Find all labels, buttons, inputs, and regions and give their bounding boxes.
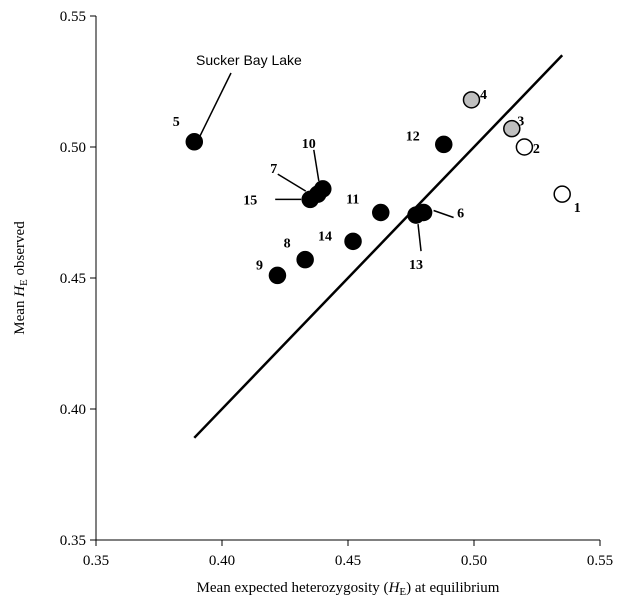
ticks: 0.35 0.40 0.45 0.50 0.55 0.35 0.40 0.45 0.50 0.55 — [60, 9, 613, 569]
data-point-4 — [462, 91, 481, 109]
data-point-1 — [553, 185, 571, 203]
x-tick-label: 0.50 — [461, 553, 487, 569]
point-label-3: 3 — [517, 115, 524, 130]
point-label-6: 6 — [457, 207, 464, 222]
x-tick-label: 0.55 — [587, 553, 613, 569]
point-label-14: 14 — [318, 229, 332, 244]
leader-line-10 — [313, 149, 320, 182]
point-label-4: 4 — [480, 88, 487, 103]
y-tick-label: 0.50 — [60, 140, 86, 156]
leader-line-7 — [277, 173, 307, 192]
x-tick-label: 0.45 — [335, 553, 361, 569]
point-label-15: 15 — [243, 193, 257, 208]
annotation-sucker-bay-lake: Sucker Bay Lake — [196, 52, 302, 68]
data-point-5 — [185, 133, 204, 151]
point-label-11: 11 — [346, 193, 359, 208]
data-point-9 — [268, 266, 287, 285]
x-tick-label: 0.40 — [209, 553, 235, 569]
y-tick-label: 0.35 — [60, 533, 86, 549]
data-point-2 — [515, 138, 534, 156]
annotation-leader-line — [199, 72, 232, 137]
x-axis-title: Mean expected heterozygosity (HE) at equ… — [197, 580, 500, 598]
point-label-12: 12 — [406, 129, 420, 144]
point-label-10: 10 — [302, 137, 316, 152]
leader-line-13 — [417, 224, 422, 252]
point-label-9: 9 — [256, 258, 263, 273]
regression-line — [193, 54, 564, 439]
y-tick-label: 0.45 — [60, 271, 86, 287]
point-label-2: 2 — [533, 142, 540, 157]
y-tick-label: 0.40 — [60, 402, 86, 418]
point-label-8: 8 — [284, 237, 291, 252]
y-axis-title: Mean HE observed — [12, 221, 30, 335]
data-point-15 — [301, 190, 319, 209]
data-point-8 — [296, 250, 314, 269]
data-point-3 — [503, 119, 521, 138]
data-point-14 — [344, 232, 362, 251]
point-label-13: 13 — [409, 258, 423, 273]
marks — [185, 54, 571, 439]
point-label-1: 1 — [574, 201, 581, 216]
data-point-11 — [372, 203, 390, 222]
data-point-12 — [435, 135, 453, 154]
x-tick-label: 0.35 — [83, 553, 109, 569]
point-label-5: 5 — [173, 115, 180, 130]
leader-line-6 — [433, 209, 454, 219]
data-point-10 — [314, 180, 332, 198]
data-point-13 — [407, 206, 425, 224]
point-label-7: 7 — [270, 162, 277, 177]
y-tick-label: 0.55 — [60, 9, 86, 25]
